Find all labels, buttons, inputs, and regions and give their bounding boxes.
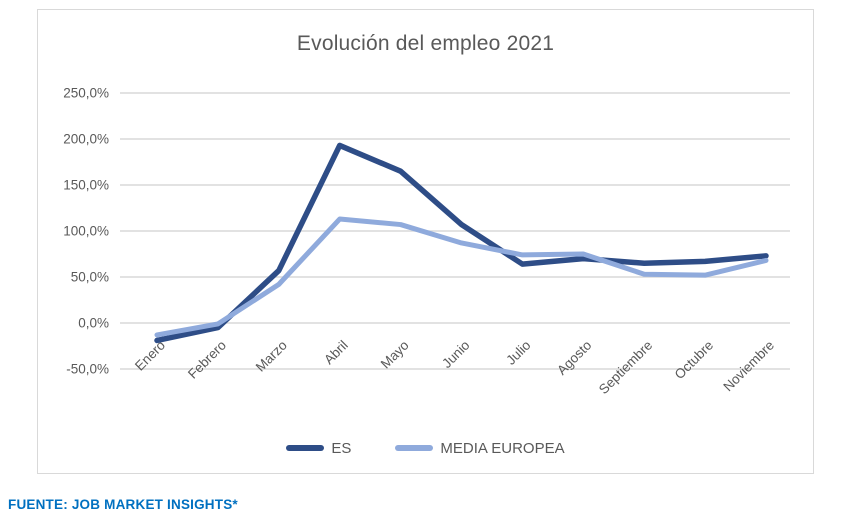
x-axis-label: Enero bbox=[132, 338, 168, 374]
legend-item: ES bbox=[286, 440, 351, 457]
x-axis-label: Agosto bbox=[554, 338, 594, 378]
series-line-media-europea bbox=[154, 216, 769, 338]
legend-line-swatch bbox=[395, 445, 434, 451]
y-axis-label: 250,0% bbox=[63, 86, 109, 101]
x-axis-label: Noviembre bbox=[720, 338, 777, 395]
x-axis-label: Julio bbox=[503, 338, 533, 368]
chart-container: Evolución del empleo 2021 250,0% 200,0% 15… bbox=[37, 9, 814, 474]
x-axis-label: Septiembre bbox=[596, 338, 655, 397]
x-axis-label: Mayo bbox=[378, 338, 412, 372]
x-axis-label: Febrero bbox=[185, 338, 229, 382]
legend-label: ES bbox=[331, 439, 352, 457]
x-axis-label: Octubre bbox=[672, 338, 717, 383]
y-axis-label: -50,0% bbox=[66, 362, 109, 377]
legend-line-swatch bbox=[286, 445, 325, 451]
legend-item: MEDIA EUROPEA bbox=[395, 439, 565, 457]
legend-label: MEDIA EUROPEA bbox=[440, 439, 565, 457]
y-axis-label: 200,0% bbox=[63, 132, 109, 147]
y-axis-label: 50,0% bbox=[71, 270, 109, 285]
x-axis-label: Abril bbox=[321, 338, 351, 368]
series-line-es bbox=[154, 142, 769, 344]
x-axis-label: Junio bbox=[439, 338, 472, 371]
y-axis-label: 100,0% bbox=[63, 224, 109, 239]
y-axis-label: 0,0% bbox=[78, 316, 109, 331]
chart-legend: ES MEDIA EUROPEA bbox=[38, 436, 813, 460]
source-note: FUENTE: JOB MARKET INSIGHTS* bbox=[8, 497, 238, 512]
line-chart-plot: 250,0% 200,0% 150,0% 100,0% 50,0% 0,0% -50,0% E… bbox=[63, 86, 790, 397]
chart-title: Evolución del empleo 2021 bbox=[296, 32, 555, 55]
y-axis-label: 150,0% bbox=[63, 178, 109, 193]
